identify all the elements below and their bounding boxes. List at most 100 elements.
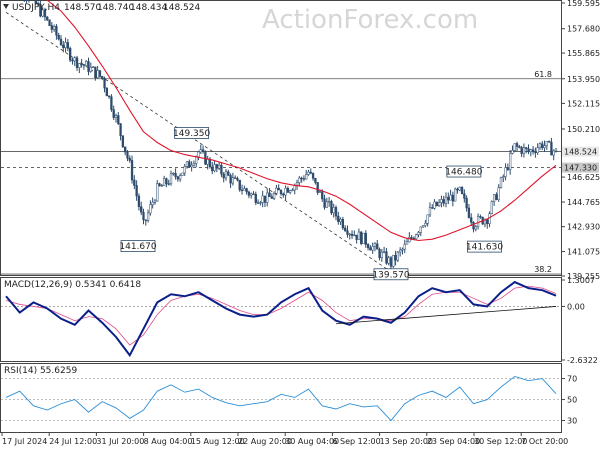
candle-body (96, 70, 99, 79)
annotation-box (373, 268, 409, 281)
candle-body (497, 187, 500, 200)
candle-body (305, 174, 308, 180)
candle-body (449, 194, 452, 201)
candle-body (41, 9, 44, 17)
candle-body (275, 187, 278, 194)
candle-body (52, 26, 56, 30)
level-tag (562, 146, 599, 157)
candle-body (73, 57, 76, 62)
candle-body (183, 166, 186, 174)
rsi-line (5, 375, 557, 422)
candle-body (472, 222, 475, 230)
time-tick-label: 6 Sep 12:00 (332, 437, 380, 446)
header-open: 148.570 (64, 3, 101, 13)
candle-body (247, 191, 251, 196)
candle-body (353, 234, 356, 237)
candle-body (321, 191, 324, 200)
candle-body (337, 215, 340, 222)
candle-body (71, 59, 74, 62)
candle-body (140, 206, 143, 213)
candle-body (437, 202, 441, 207)
candle-body (463, 193, 466, 199)
time-tick-label: 31 Jul 20:00 (96, 437, 144, 446)
candle-body (339, 219, 342, 222)
candle-body (509, 153, 512, 170)
macd-tick-label: 0.00 (567, 302, 585, 311)
candle-body (130, 160, 134, 181)
candle-body (433, 201, 436, 209)
candle-body (128, 157, 131, 161)
candle-body (133, 179, 136, 186)
header-close: 148.524 (163, 3, 200, 13)
candle-body (330, 201, 333, 214)
candle-body (348, 233, 351, 236)
price-annotations: 149.350 141.670 139.570 146.480 141.630 (119, 127, 503, 281)
fib-label: 61.8 (534, 70, 552, 79)
candle-body (408, 237, 411, 243)
annotation-box (174, 127, 210, 139)
candle-body (179, 175, 182, 180)
candle-body (371, 246, 374, 251)
candle-body (220, 164, 223, 175)
candle-body (160, 185, 163, 187)
candle-body (103, 77, 106, 89)
header-symbol: USDJPY,H4 (12, 3, 60, 13)
candle-body (373, 243, 377, 247)
time-tick-label: 30 Sep 12:00 (474, 437, 527, 446)
candle-body (78, 63, 81, 68)
candle-body (366, 244, 370, 249)
price-tick-label: 139.255 (567, 272, 600, 281)
candle-body (87, 61, 90, 72)
macd-panel (0, 277, 562, 362)
candle-body (545, 141, 548, 146)
price-panel (0, 0, 562, 276)
candle-body (149, 204, 152, 214)
candle-body (158, 183, 161, 186)
candle-body (227, 171, 230, 176)
candle-body (240, 189, 244, 191)
candle-body (101, 76, 104, 79)
macd-trendline (335, 306, 557, 325)
candle-body (357, 231, 361, 240)
candle-body (57, 34, 60, 40)
candle-body (552, 150, 555, 156)
candle-body (302, 178, 306, 180)
candle-body (394, 254, 397, 261)
candle-body (43, 9, 47, 18)
header-high: 148.740 (97, 3, 134, 13)
candle-body (181, 172, 184, 176)
watermark: ActionForex.com (262, 5, 478, 35)
candle-body (85, 61, 88, 66)
candle-body (236, 178, 239, 181)
candle-body (114, 115, 118, 118)
candle-body (527, 148, 530, 153)
candle-body (256, 202, 260, 204)
candle-body (440, 199, 443, 203)
candle-body (91, 66, 95, 68)
candle-body (98, 70, 102, 77)
time-tick-label: 17 Jul 2024 (2, 437, 47, 446)
price-tick-label: 146.625 (567, 173, 600, 182)
moving-average (45, 0, 557, 242)
candle-body (355, 234, 358, 240)
candle-body (231, 177, 235, 184)
candle-body (94, 66, 97, 79)
fib-label: 38.2 (534, 265, 552, 274)
candle-body (525, 147, 528, 149)
candle-body (410, 237, 413, 239)
time-tick-label: 13 Sep 20:00 (380, 437, 433, 446)
candle-body (135, 185, 138, 197)
candle-body (426, 214, 429, 224)
candle-body (146, 212, 150, 221)
candle-body (492, 194, 496, 202)
candle-body (39, 3, 42, 17)
candle-body (234, 177, 237, 179)
rsi-panel (0, 363, 562, 433)
candle-body (341, 219, 345, 229)
candle-body (511, 150, 514, 154)
candle-body (364, 232, 367, 245)
candle-body (529, 149, 532, 153)
candle-body (279, 189, 283, 195)
candle-body (229, 175, 232, 184)
candle-body (298, 177, 301, 183)
